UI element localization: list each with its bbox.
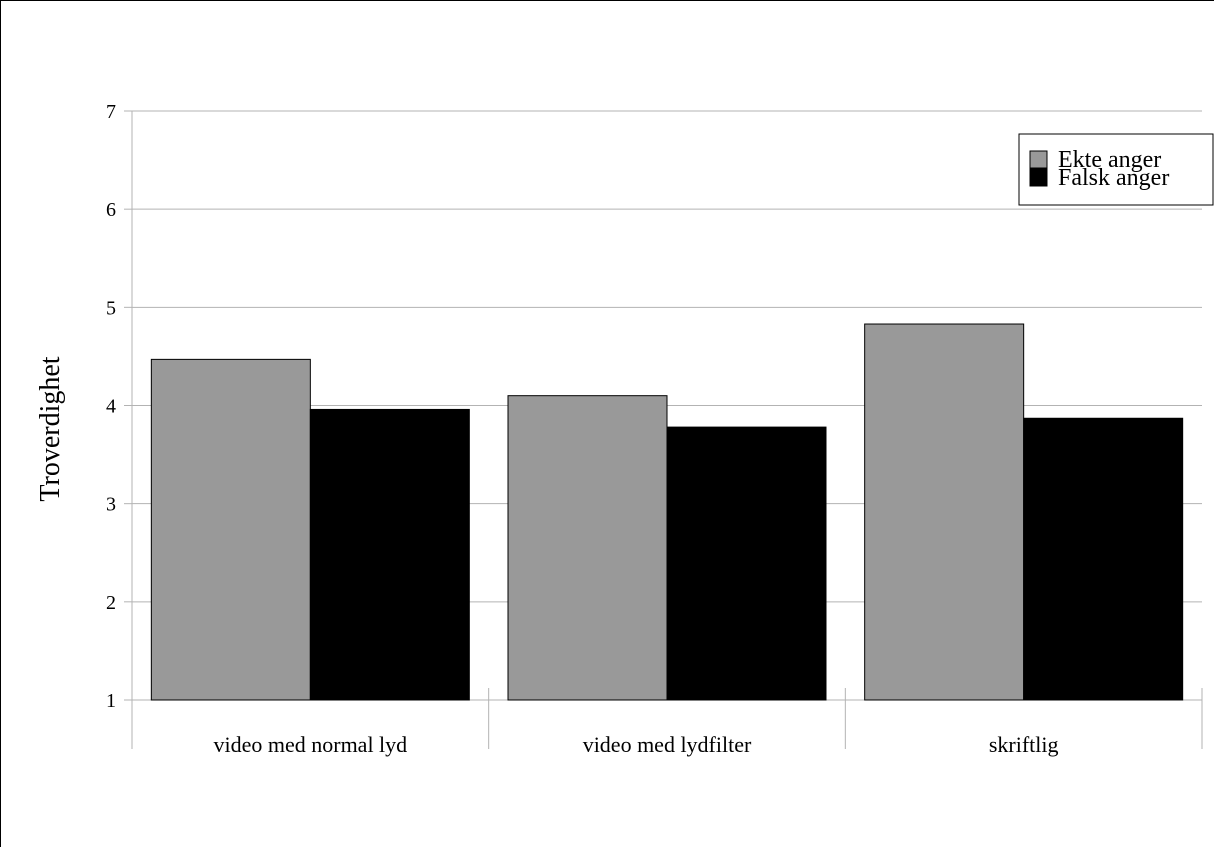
y-tick-label: 4 (106, 396, 116, 418)
x-category-label: video med normal lyd (213, 732, 407, 757)
legend-label-falsk: Falsk anger (1058, 165, 1169, 191)
bar-ekte (150, 358, 311, 701)
bar-ekte (864, 323, 1025, 701)
y-tick-label: 3 (106, 494, 116, 516)
x-category-labels: video med normal lyd video med lydfilter s… (213, 732, 1058, 757)
bar-falsk (309, 408, 470, 701)
y-axis-label: Troverdighet (35, 356, 66, 501)
legend-box (1018, 133, 1214, 206)
y-tick-label: 6 (106, 199, 116, 221)
y-tick-label: 5 (106, 297, 116, 319)
legend-swatch-ekte (1029, 150, 1048, 169)
legend-swatch-falsk (1029, 168, 1048, 187)
bar-ekte (507, 395, 668, 701)
y-tick-label: 2 (106, 592, 116, 614)
bar-falsk (666, 426, 827, 701)
x-category-label: skriftlig (989, 732, 1059, 757)
x-category-label: video med lydfilter (583, 732, 752, 757)
y-tick-labels: 1 2 3 4 5 6 7 (106, 101, 116, 712)
y-tick-label: 7 (106, 101, 116, 123)
y-tick-label: 1 (106, 690, 116, 712)
axes (124, 110, 1203, 749)
legend-label-ekte: Ekte anger (1058, 147, 1161, 173)
bars (150, 323, 1184, 701)
legend: Ekte anger Falsk anger (1018, 133, 1214, 206)
bar-falsk (1023, 417, 1184, 701)
